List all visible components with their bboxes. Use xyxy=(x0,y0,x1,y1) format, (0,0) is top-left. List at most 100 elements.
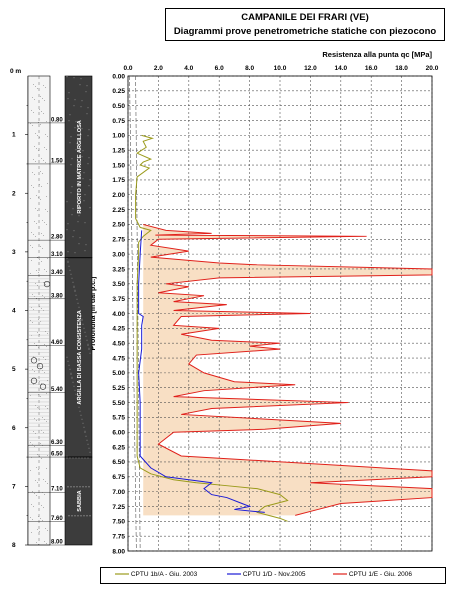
lithology-texture xyxy=(31,504,32,505)
lithology-texture xyxy=(34,343,35,344)
reference-line-2 xyxy=(129,75,137,552)
y-tick-label: 0.00 xyxy=(112,73,125,80)
lithology-texture xyxy=(39,381,40,382)
unit-band-texture xyxy=(73,486,75,488)
layer-boundary-label: 3.80 xyxy=(51,293,63,299)
unit-band-texture xyxy=(76,143,78,145)
y-tick-label: 1.50 xyxy=(112,162,125,169)
unit-band-texture xyxy=(70,164,72,166)
lithology-texture xyxy=(38,347,39,348)
lithology-texture xyxy=(33,234,34,235)
y-tick-label: 6.50 xyxy=(112,459,125,466)
lithology-texture xyxy=(43,507,44,508)
unit-band-texture xyxy=(73,230,75,232)
concretion-symbol xyxy=(30,357,38,364)
lithology-texture xyxy=(44,494,45,495)
lithology-texture xyxy=(37,285,38,286)
lithology-texture xyxy=(36,223,37,224)
unit-band-texture xyxy=(85,486,87,488)
unit-band-texture xyxy=(74,290,76,292)
series-line-1 xyxy=(135,134,289,522)
unit-band-texture xyxy=(87,343,89,345)
unit-band-texture xyxy=(89,451,91,453)
lithology-texture xyxy=(47,258,48,259)
unit-band-texture xyxy=(71,376,73,378)
lithology-texture xyxy=(34,221,35,222)
lithology-texture xyxy=(47,455,48,456)
lithology-texture xyxy=(37,135,38,136)
lithology-texture xyxy=(40,124,41,125)
y-tick-label: 3.25 xyxy=(112,266,125,273)
unit-band-texture xyxy=(69,269,71,271)
layer-boundary-label: 6.30 xyxy=(51,440,63,446)
y-tick-label: 4.00 xyxy=(112,311,125,318)
unit-band-texture xyxy=(88,348,90,350)
lithology-texture xyxy=(32,97,33,98)
layer-boundary-label: 6.50 xyxy=(51,452,63,458)
lithology-texture xyxy=(47,183,48,184)
depth-tick-label: 7 xyxy=(12,483,16,490)
y-tick-label: 7.75 xyxy=(112,533,125,540)
unit-band-texture xyxy=(82,178,84,180)
lithology-texture xyxy=(35,283,36,284)
layer-boundary-label: 4.60 xyxy=(51,340,63,346)
unit-band-texture xyxy=(72,457,74,459)
lithology-texture xyxy=(45,331,46,332)
unit-band-texture xyxy=(79,410,81,412)
lithology-texture xyxy=(40,199,41,200)
y-tick-label: 0.25 xyxy=(112,88,125,95)
unit-band-texture xyxy=(66,201,68,203)
lithology-texture xyxy=(33,84,34,85)
lithology-texture xyxy=(35,405,36,406)
series-line-3 xyxy=(143,223,433,516)
x-tick-label: 4.0 xyxy=(184,65,193,72)
lithology-texture xyxy=(40,396,41,397)
lithology-texture xyxy=(44,100,45,101)
unit-band-texture xyxy=(87,344,89,346)
lithology-texture xyxy=(37,407,38,408)
lithology-texture xyxy=(38,272,39,273)
lithology-texture xyxy=(30,517,31,518)
concretion-symbol xyxy=(36,363,44,370)
unit-band-texture xyxy=(83,200,85,202)
unit-band-texture xyxy=(80,515,82,517)
unit-band-texture xyxy=(79,237,81,239)
unit-band-texture xyxy=(80,414,82,416)
unit-band-texture xyxy=(87,135,89,137)
lithology-texture xyxy=(44,372,45,373)
lithology-texture xyxy=(30,320,31,321)
unit-band-texture xyxy=(88,185,90,187)
y-tick-label: 1.00 xyxy=(112,133,125,140)
y-tick-label: 0.50 xyxy=(112,103,125,110)
lithology-texture xyxy=(41,186,42,187)
unit-band-texture xyxy=(84,431,86,433)
lithology-texture xyxy=(47,380,48,381)
unit-band-texture xyxy=(83,172,85,174)
lithology-texture xyxy=(30,198,31,199)
unit-band-texture xyxy=(82,323,84,325)
y-tick-label: 0.75 xyxy=(112,118,125,125)
unit-band-texture xyxy=(80,314,82,316)
unit-band-texture xyxy=(72,236,74,238)
lithology-texture xyxy=(30,245,31,246)
unit-band-texture xyxy=(87,107,89,109)
unit-band-texture xyxy=(88,157,90,159)
lithology-texture xyxy=(39,334,40,335)
unit-band-texture xyxy=(81,100,83,102)
lithology-texture xyxy=(46,121,47,122)
unit-band-texture xyxy=(85,435,87,437)
lithology-texture xyxy=(46,271,47,272)
lithology-texture xyxy=(36,345,37,346)
lithology-texture xyxy=(30,273,31,274)
x-tick-label: 14.0 xyxy=(334,65,347,72)
unit-band-texture xyxy=(70,192,72,194)
unit-band-texture xyxy=(69,368,71,370)
lithology-texture xyxy=(36,298,37,299)
lithology-texture xyxy=(34,418,35,419)
unit-band-texture xyxy=(77,515,79,517)
unit-band-texture xyxy=(74,252,76,254)
unit-band-texture xyxy=(75,121,77,123)
unit-band-texture xyxy=(71,158,73,160)
lithology-texture xyxy=(32,125,33,126)
unit-band-texture xyxy=(84,222,86,224)
